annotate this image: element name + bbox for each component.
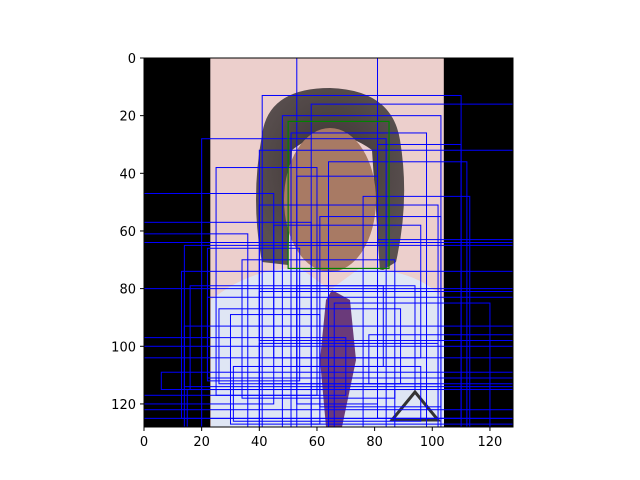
bounding-box — [290, 132, 428, 427]
x-tick-label: 60 — [309, 435, 326, 450]
y-tick-label: 100 — [111, 340, 136, 355]
bounding-box — [144, 192, 275, 405]
bounding-box — [186, 389, 396, 427]
x-tick-label: 20 — [193, 435, 210, 450]
bounding-box — [229, 314, 321, 425]
bounding-box — [144, 221, 312, 427]
bounding-box — [144, 233, 249, 427]
bounding-box — [144, 242, 513, 347]
y-tick-label: 40 — [119, 167, 136, 182]
bounding-box — [258, 291, 513, 342]
axes-frame — [143, 57, 514, 428]
x-tick-label: 40 — [251, 435, 268, 450]
bounding-boxes — [144, 58, 513, 427]
bounding-box — [362, 195, 471, 427]
bounding-box — [333, 302, 491, 427]
bounding-box — [258, 342, 439, 427]
y-tick-label: 0 — [128, 52, 136, 67]
bounding-box — [232, 365, 422, 422]
photo-face — [284, 128, 376, 272]
x-tick-label: 0 — [140, 435, 148, 450]
y-tick-label: 60 — [119, 225, 136, 240]
bounding-box — [241, 259, 396, 399]
highlight-box — [287, 120, 390, 270]
y-tick-label: 20 — [119, 110, 136, 125]
photo-hair — [256, 88, 405, 272]
y-axis: 0 20 40 60 80 100 120 — [111, 52, 144, 413]
bounding-box — [144, 357, 513, 411]
x-tick-label: 80 — [366, 435, 383, 450]
x-tick-label: 120 — [478, 435, 503, 450]
y-tick-label: 120 — [111, 398, 136, 413]
y-tick-label: 80 — [119, 283, 136, 298]
axes — [143, 57, 514, 428]
bounding-box — [328, 161, 468, 427]
x-tick-label: 100 — [420, 435, 445, 450]
bounding-box — [368, 334, 513, 385]
bounding-box — [201, 138, 387, 427]
bounding-box — [319, 216, 442, 408]
bounding-box — [183, 244, 513, 388]
bounding-box — [218, 308, 402, 385]
bounding-box — [144, 288, 513, 419]
x-axis: 0 20 40 60 80 100 120 — [140, 427, 502, 450]
bounding-box — [183, 325, 513, 427]
